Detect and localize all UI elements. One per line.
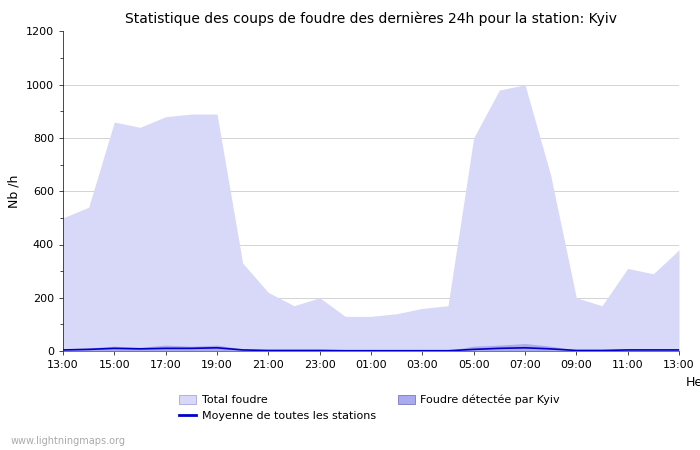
Title: Statistique des coups de foudre des dernières 24h pour la station: Kyiv: Statistique des coups de foudre des dern… (125, 12, 617, 26)
Legend: Total foudre, Moyenne de toutes les stations, Foudre détectée par Kyiv: Total foudre, Moyenne de toutes les stat… (179, 395, 560, 421)
Text: Heure: Heure (686, 376, 700, 389)
Text: www.lightningmaps.org: www.lightningmaps.org (10, 436, 125, 446)
Y-axis label: Nb /h: Nb /h (7, 175, 20, 208)
